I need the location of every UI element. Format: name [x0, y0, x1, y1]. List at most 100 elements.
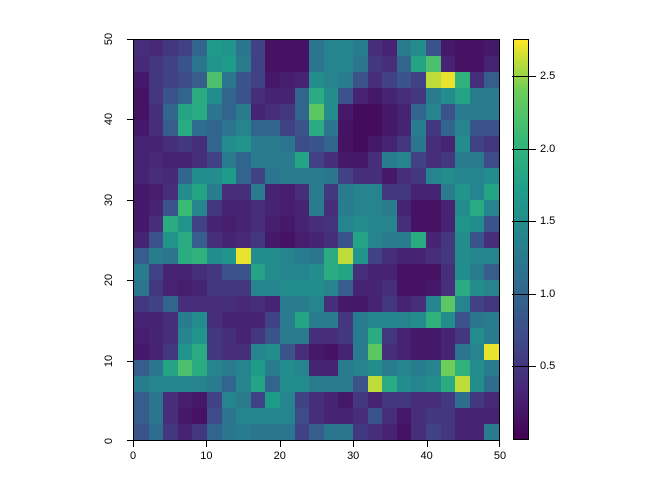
heatmap-cell	[484, 264, 499, 280]
heatmap-cell	[294, 168, 310, 184]
heatmap-cell	[294, 280, 310, 296]
heatmap-cell	[455, 264, 470, 280]
heatmap-cell	[309, 392, 324, 408]
heatmap-cell	[236, 168, 251, 184]
heatmap-cell	[207, 152, 222, 168]
heatmap-cell	[484, 424, 499, 440]
heatmap-cell	[265, 120, 280, 136]
heatmap-cell	[177, 408, 193, 424]
heatmap-cell	[309, 312, 324, 328]
heatmap-cell	[353, 312, 368, 328]
y-tick-label: 30	[103, 193, 115, 206]
heatmap-cell	[134, 120, 149, 136]
heatmap-cell	[382, 296, 397, 312]
heatmap-cell	[280, 72, 295, 88]
heatmap-cell	[382, 152, 397, 168]
heatmap-cell	[382, 72, 397, 88]
heatmap-cell	[294, 216, 310, 232]
heatmap-cell	[163, 408, 178, 424]
heatmap-cell	[265, 376, 280, 392]
heatmap-cell	[280, 88, 295, 104]
heatmap-cell	[148, 248, 164, 264]
heatmap-cell	[382, 264, 397, 280]
heatmap-cell	[163, 312, 178, 328]
heatmap-cell	[411, 232, 426, 248]
heatmap-cell	[382, 344, 397, 360]
heatmap-cell	[236, 392, 251, 408]
heatmap-cell	[134, 344, 149, 360]
heatmap-cell	[309, 152, 324, 168]
heatmap-cell	[353, 104, 368, 120]
heatmap-cell	[367, 88, 383, 104]
heatmap-cell	[338, 104, 353, 120]
heatmap-cell	[280, 200, 295, 216]
heatmap-cell	[221, 296, 237, 312]
heatmap-cell	[338, 344, 353, 360]
heatmap-cell	[236, 136, 251, 152]
heatmap-cell	[382, 56, 397, 72]
heatmap-cell	[207, 200, 222, 216]
heatmap-cell	[469, 376, 485, 392]
heatmap-cell	[192, 56, 207, 72]
heatmap-cell	[309, 88, 324, 104]
heatmap-cell	[440, 392, 456, 408]
heatmap-cell	[469, 264, 485, 280]
heatmap-cell	[323, 376, 339, 392]
x-tick-label: 30	[347, 450, 360, 462]
heatmap-cell	[236, 56, 251, 72]
heatmap-cell	[440, 312, 456, 328]
colorbar-tick-label: 2.5	[540, 70, 556, 83]
heatmap-cell	[221, 40, 237, 56]
heatmap-cell	[440, 72, 456, 88]
heatmap-cell	[396, 248, 412, 264]
heatmap-cell	[426, 88, 441, 104]
heatmap-cell	[396, 392, 412, 408]
heatmap-cell	[207, 360, 222, 376]
heatmap-cell	[177, 152, 193, 168]
heatmap-cell	[411, 152, 426, 168]
heatmap-cell	[221, 280, 237, 296]
heatmap-cell	[294, 232, 310, 248]
heatmap-cell	[396, 168, 412, 184]
heatmap-cell	[469, 280, 485, 296]
heatmap-cell	[396, 264, 412, 280]
heatmap-cell	[353, 344, 368, 360]
heatmap-cell	[455, 376, 470, 392]
heatmap-cell	[426, 56, 441, 72]
heatmap-cell	[221, 184, 237, 200]
heatmap-cell	[367, 264, 383, 280]
heatmap-cell	[484, 376, 499, 392]
heatmap-cell	[177, 120, 193, 136]
heatmap-cell	[265, 40, 280, 56]
heatmap-cell	[396, 344, 412, 360]
heatmap-cell	[367, 120, 383, 136]
heatmap-cell	[192, 152, 207, 168]
heatmap-cell	[177, 376, 193, 392]
heatmap-cell	[411, 216, 426, 232]
heatmap-cell	[265, 72, 280, 88]
heatmap-cell	[367, 40, 383, 56]
heatmap-cell	[309, 344, 324, 360]
heatmap-cell	[294, 424, 310, 440]
heatmap-cell	[134, 408, 149, 424]
heatmap-cell	[221, 216, 237, 232]
heatmap-cell	[367, 312, 383, 328]
heatmap-cell	[367, 424, 383, 440]
heatmap-cell	[396, 88, 412, 104]
heatmap-cell	[382, 376, 397, 392]
heatmap-cell	[455, 248, 470, 264]
heatmap-cell	[440, 344, 456, 360]
heatmap-cell	[280, 376, 295, 392]
heatmap-cell	[440, 40, 456, 56]
heatmap-cell	[148, 120, 164, 136]
heatmap-cell	[207, 232, 222, 248]
x-tick-mark	[206, 441, 208, 447]
heatmap-cell	[236, 248, 251, 264]
heatmap-cell	[265, 280, 280, 296]
heatmap-cell	[426, 120, 441, 136]
heatmap-cell	[134, 360, 149, 376]
heatmap-cell	[338, 264, 353, 280]
heatmap-cell	[338, 232, 353, 248]
heatmap-cell	[484, 312, 499, 328]
heatmap-cell	[221, 56, 237, 72]
